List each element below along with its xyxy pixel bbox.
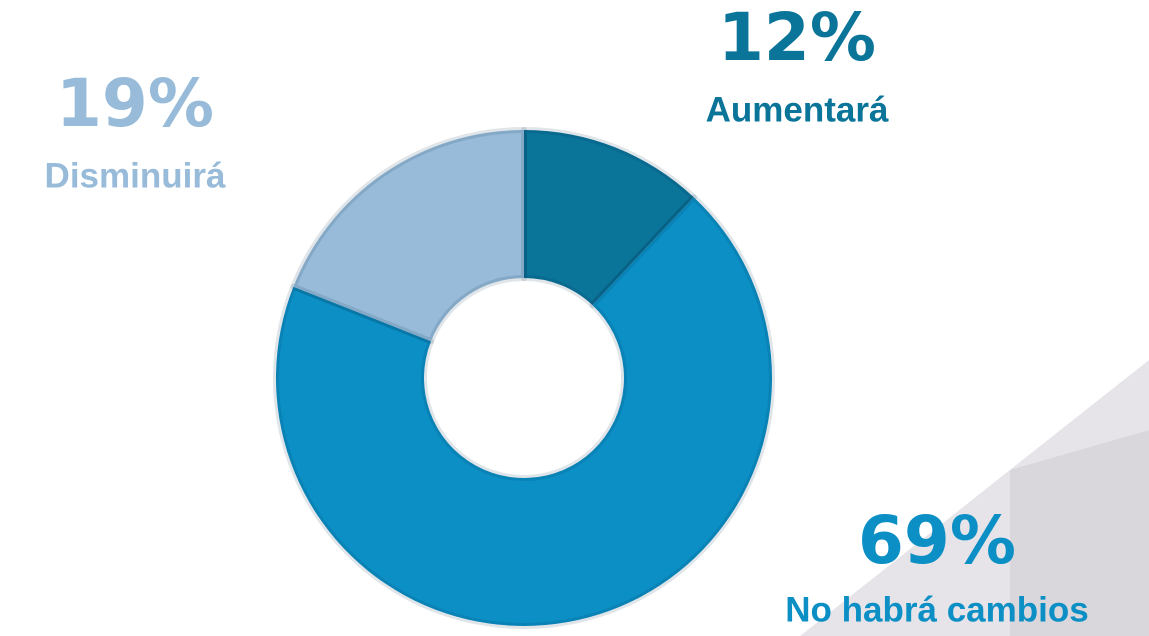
background-shape <box>1010 430 1149 636</box>
category-label: Aumentará <box>706 90 889 129</box>
value-label: 19% <box>56 65 214 142</box>
value-label: 12% <box>718 0 876 76</box>
donut-slice <box>521 127 697 309</box>
category-label: Disminuirá <box>45 156 226 195</box>
donut-slice <box>273 194 775 629</box>
donut-slice <box>290 127 527 345</box>
value-label: 69% <box>858 502 1016 579</box>
category-label: No habrá cambios <box>785 590 1088 629</box>
